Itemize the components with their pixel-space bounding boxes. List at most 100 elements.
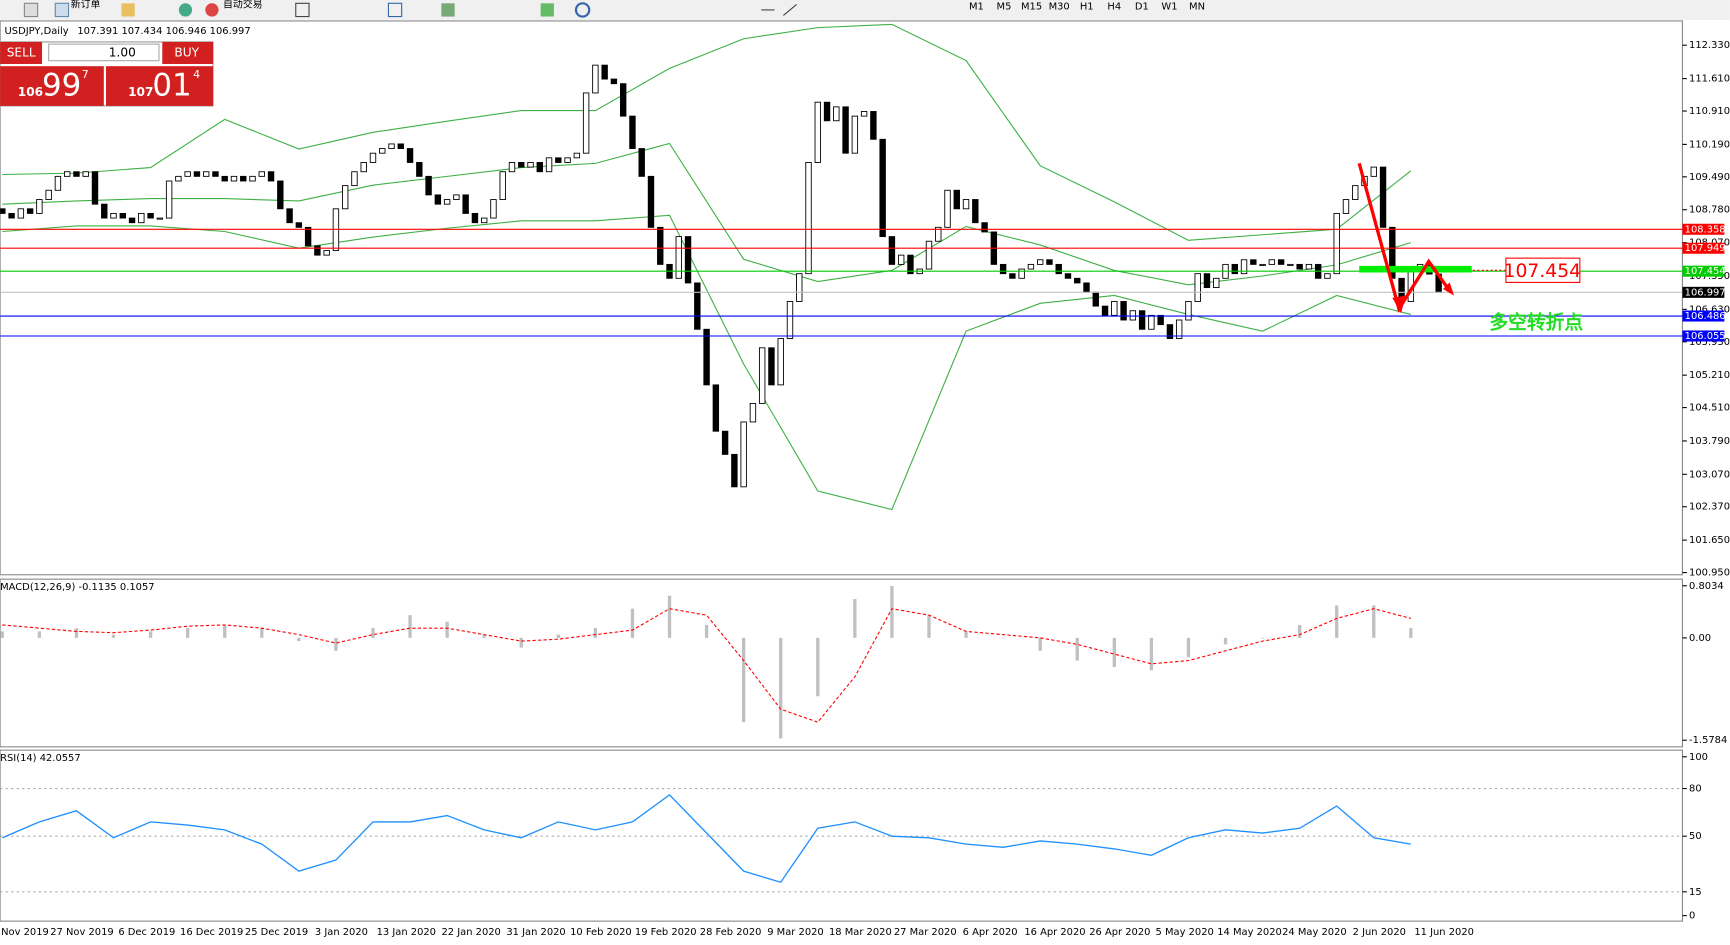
timeframe-button[interactable]: H1 [1080,2,1094,13]
bollinger-band [2,214,1411,511]
candle [870,111,877,140]
timeframe-button[interactable]: M30 [1049,2,1070,13]
candle [657,226,664,265]
candle [82,171,89,177]
candle [0,208,6,214]
candle [425,175,432,196]
candle [703,328,710,386]
macd-bar [1260,637,1265,639]
y-tick-label: 80 [1689,784,1702,795]
candle [888,236,896,265]
macd-bar [297,637,301,642]
toolbar-button[interactable]: 新订单 [71,0,101,10]
buy-button[interactable] [162,41,214,64]
candle [101,203,108,219]
candle [165,180,173,219]
macd-bar [519,637,523,648]
y-tick-label: 108.780 [1689,205,1730,216]
x-tick-label: 18 Mar 2020 [829,927,892,938]
toolbar-button[interactable]: 自动交易 [223,0,263,10]
candle [1175,319,1183,339]
candle [8,212,15,219]
timeframe-button[interactable]: D1 [1135,2,1149,13]
lots-input[interactable] [48,43,160,62]
y-tick-label: 15 [1689,887,1702,898]
macd-bar [1001,637,1005,639]
ask-box[interactable] [106,66,214,106]
bid-box[interactable] [0,66,104,106]
timeframe-button[interactable]: M5 [997,2,1012,13]
candle [564,157,571,163]
candle [962,199,970,210]
candle [341,185,349,210]
candle [638,148,645,177]
level-label: 106.486 [1685,311,1726,322]
candle [1324,273,1331,279]
rsi-title: RSI(14) 42.0557 [0,753,81,764]
candle [36,199,43,214]
candle [1046,259,1053,265]
ask-main: 01 [152,68,191,104]
macd-bar [1223,637,1228,645]
timeframe-button[interactable]: M1 [969,2,984,13]
candle [842,106,849,154]
macd-bar [186,628,190,638]
candle [1148,314,1155,330]
timeframe-button[interactable]: W1 [1161,2,1177,13]
candle [1157,314,1164,326]
y-tick-label: 103.790 [1689,436,1730,447]
macd-bar [1335,605,1339,638]
candle [647,175,655,228]
y-tick-label: 112.330 [1689,40,1730,51]
y-tick-label: 111.610 [1689,74,1730,85]
y-tick-label: 0 [1689,911,1695,922]
candle [527,162,534,168]
x-tick-label: 5 May 2020 [1156,927,1214,938]
x-tick-label: 25 Dec 2019 [245,927,308,938]
candle [73,171,80,177]
macd-bar [1112,637,1116,668]
y-tick-label: 104.510 [1689,403,1730,414]
candle [786,301,794,339]
macd-bar [1372,605,1376,638]
candle [944,189,951,228]
y-tick-label: 50 [1689,831,1702,842]
sell-button[interactable] [0,41,43,64]
timeframe-button[interactable]: MN [1189,2,1205,13]
x-tick-label: 11 Jun 2020 [1414,927,1474,938]
candle [267,171,275,182]
annotation-box [1505,257,1581,283]
macd-bar [704,624,709,638]
candle [499,171,506,200]
level-label-box [1682,286,1725,298]
timeframe-button[interactable]: M15 [1021,2,1042,13]
candle [314,245,321,256]
candle [295,222,303,228]
y-tick-label: 0.8034 [1689,581,1724,592]
y-tick-label: 105.930 [1689,337,1730,348]
candle [471,212,479,224]
candle [1074,277,1081,284]
candle [1185,301,1192,321]
candle [712,384,720,432]
candle [629,115,636,150]
macd-bar [927,615,931,638]
arrow-head [1392,295,1406,314]
candle [91,171,99,205]
candle [1166,324,1174,339]
timeframe-button[interactable]: H4 [1107,2,1121,13]
bid-pip: 7 [82,68,89,81]
candle [860,111,868,117]
candle [1268,259,1276,265]
price-plot [0,23,1683,511]
candle [1213,277,1220,289]
candle [286,208,293,224]
candle [202,171,210,177]
level-label: 108.358 [1685,224,1726,235]
y-tick-label: 110.190 [1689,139,1730,150]
annotation-price: 107.454 [1504,261,1582,282]
y-tick-label: 100 [1689,752,1708,763]
candle [240,175,247,182]
chart-title: USDJPY,Daily [5,26,69,37]
candle [416,162,423,177]
